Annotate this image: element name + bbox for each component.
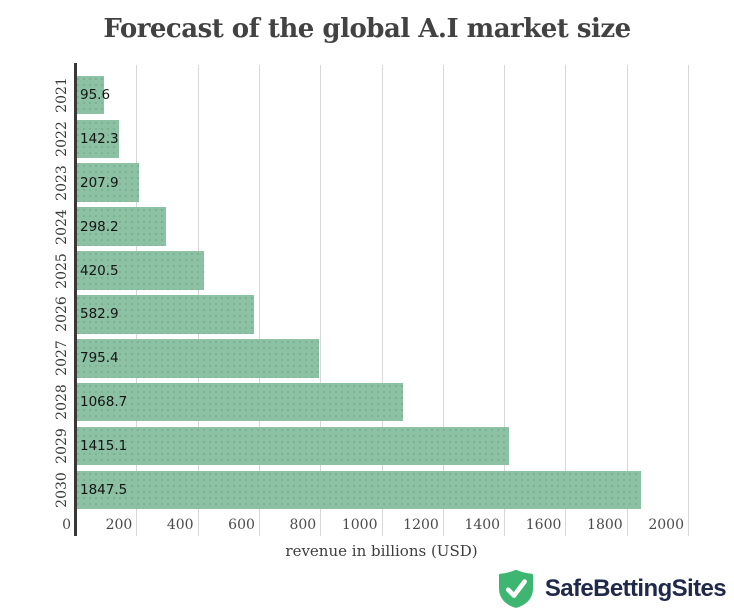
bar-row: 2026 582.9 <box>54 292 688 336</box>
bar-row: 2027 795.4 <box>54 336 688 380</box>
bar: 1847.5 <box>75 470 642 510</box>
bar-value-label: 95.6 <box>80 86 111 103</box>
x-tick-label: 2000 <box>648 517 684 533</box>
x-tick-label: 1000 <box>341 517 378 533</box>
x-axis-label: revenue in billions (USD) <box>285 542 478 560</box>
x-tick-label: 1200 <box>403 517 439 533</box>
bar-value-label: 795.4 <box>80 350 119 367</box>
bar-row: 2023 207.9 <box>54 161 688 205</box>
bar: 795.4 <box>75 339 319 378</box>
x-tick-label: 800 <box>289 517 317 533</box>
chart-title: Forecast of the global A.I market size <box>103 14 631 44</box>
y-axis-label: 2025 <box>54 252 70 289</box>
gridline <box>688 65 689 536</box>
gridline <box>442 65 444 536</box>
bar-row: 2028 1068.7 <box>54 380 688 424</box>
gridline <box>258 65 260 536</box>
bar-value-label: 1847.5 <box>80 481 128 498</box>
bar-row: 2029 1415.1 <box>54 424 688 468</box>
bar-row: 2021 95.6 <box>54 73 688 117</box>
shield-check-icon <box>496 568 536 609</box>
x-tick-label: 1400 <box>464 517 501 533</box>
gridline <box>320 65 322 536</box>
y-axis-label: 2023 <box>54 164 70 201</box>
brand-name: SafeBettingSites <box>544 574 727 602</box>
y-axis-label: 2022 <box>54 121 70 157</box>
x-tick-label: 0 <box>62 517 71 533</box>
x-tick-label: 1800 <box>587 517 623 533</box>
bar-row: 2022 142.3 <box>54 117 688 161</box>
gridline <box>504 65 506 536</box>
bar-value-label: 298.2 <box>80 218 119 235</box>
y-axis-label: 2021 <box>54 77 70 113</box>
bar: 582.9 <box>75 295 254 334</box>
gridline <box>565 65 567 536</box>
gridline <box>626 65 628 536</box>
x-tick-label: 200 <box>105 517 133 533</box>
bar: 207.9 <box>75 163 139 202</box>
bar-row: 2025 420.5 <box>54 249 688 293</box>
x-tick-labels: 0 200 400 600 800 1000 1200 1400 1600 1800 2000 <box>62 517 688 537</box>
y-axis-label: 2024 <box>54 208 70 245</box>
bar: 142.3 <box>75 119 119 159</box>
bar-value-label: 582.9 <box>80 306 119 323</box>
bar-row: 2024 298.2 <box>54 205 688 249</box>
bar-rows: 2021 95.6 2022 142.3 2023 207.9 2024 298.2 2025 4… <box>54 73 688 512</box>
x-tick-label: 600 <box>228 517 255 533</box>
gridline <box>381 65 383 536</box>
bar: 1068.7 <box>75 382 403 422</box>
bar: 95.6 <box>75 75 110 115</box>
bar-value-label: 207.9 <box>80 174 119 191</box>
bar-value-label: 142.3 <box>80 130 119 147</box>
bar-value-label: 1068.7 <box>80 394 128 411</box>
x-tick-label: 1600 <box>525 517 562 533</box>
bar-value-label: 420.5 <box>80 262 119 279</box>
y-axis-label: 2027 <box>54 340 70 377</box>
y-axis-label: 2029 <box>54 428 70 464</box>
brand-logo: SafeBettingSites <box>496 568 727 609</box>
y-axis-label: 2028 <box>54 384 70 420</box>
bar: 298.2 <box>75 207 167 246</box>
plot-area: 2021 95.6 2022 142.3 2023 207.9 2024 298.2 2025 4… <box>54 63 689 560</box>
bar-value-label: 1415.1 <box>80 438 128 455</box>
bar: 1415.1 <box>75 426 509 466</box>
y-axis-label: 2030 <box>54 472 70 508</box>
bar-row: 2030 1847.5 <box>54 468 688 512</box>
y-axis-line <box>74 63 77 536</box>
x-tick-label: 400 <box>166 517 194 533</box>
y-axis-label: 2026 <box>54 296 70 333</box>
bar: 420.5 <box>75 251 204 290</box>
